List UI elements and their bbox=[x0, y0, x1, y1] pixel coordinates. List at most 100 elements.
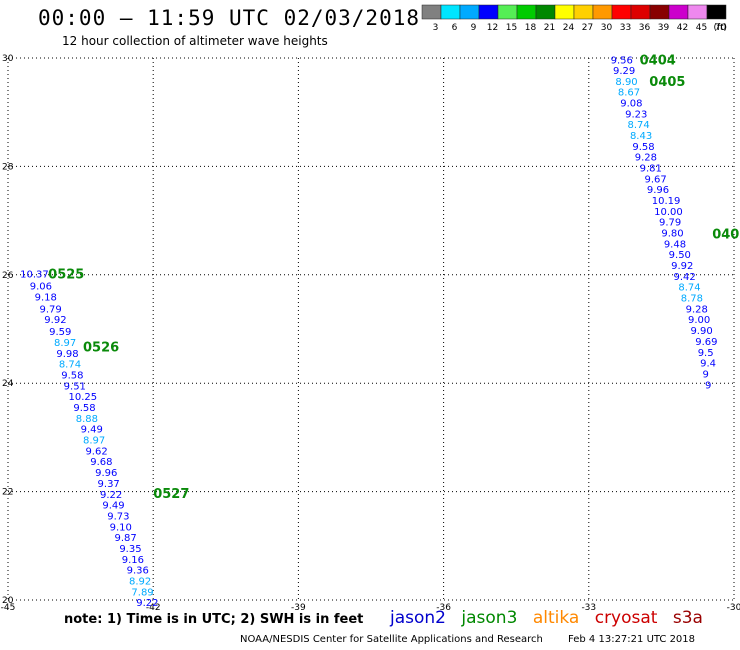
wave-height-label: 9.98 bbox=[56, 349, 78, 360]
color-scale-label: 30 bbox=[601, 23, 613, 33]
x-tick-label: -36 bbox=[436, 603, 451, 613]
wave-height-label: 9.28 bbox=[635, 153, 657, 164]
wave-height-label: 9.29 bbox=[613, 66, 635, 77]
wave-height-label: 9.49 bbox=[102, 501, 124, 512]
color-scale-label: 18 bbox=[525, 23, 537, 33]
wave-height-label: 9.68 bbox=[90, 457, 112, 468]
wave-height-label: 10.00 bbox=[654, 207, 683, 218]
track-time-label: 0527 bbox=[153, 487, 189, 502]
grid-lines bbox=[7, 57, 735, 601]
axes: -45 -42 -39 -36 -33 -30 20 22 24 26 28 30 bbox=[1, 54, 740, 613]
wave-height-label: 8.78 bbox=[681, 294, 703, 305]
wave-height-label: 9.62 bbox=[85, 446, 107, 457]
wave-height-label: 10.37 bbox=[20, 270, 49, 281]
credit-org: NOAA/NESDIS Center for Satellite Applica… bbox=[240, 634, 543, 645]
wave-height-label: 8.88 bbox=[76, 414, 98, 425]
wave-height-label: 8.43 bbox=[630, 131, 652, 142]
wave-height-label: 9.58 bbox=[632, 142, 654, 153]
wave-height-label: 9.28 bbox=[686, 304, 708, 315]
y-tick-label: 24 bbox=[2, 379, 14, 389]
color-scale-label: 33 bbox=[620, 23, 631, 33]
chart-title: 00:00 – 11:59 UTC 02/03/2018 bbox=[38, 6, 421, 30]
wave-height-label: 9.51 bbox=[64, 381, 86, 392]
color-scale-label: 21 bbox=[544, 23, 555, 33]
color-scale-swatch bbox=[649, 4, 670, 20]
chart-subtitle: 12 hour collection of altimeter wave hei… bbox=[62, 34, 328, 48]
legend-jason3: jason3 bbox=[461, 608, 518, 628]
wave-height-label: 9.42 bbox=[674, 272, 696, 283]
credit-line: NOAA/NESDIS Center for Satellite Applica… bbox=[240, 634, 717, 645]
color-scale-swatch bbox=[668, 4, 689, 20]
color-scale-swatch bbox=[554, 4, 575, 20]
wave-height-label: 8.97 bbox=[54, 338, 76, 349]
y-tick-label: 20 bbox=[2, 596, 14, 606]
y-tick-label: 28 bbox=[2, 162, 14, 172]
footer-note: note: 1) Time is in UTC; 2) SWH is in fe… bbox=[64, 612, 364, 627]
wave-height-label: 9.59 bbox=[49, 327, 71, 338]
wave-height-label: 9.92 bbox=[671, 261, 693, 272]
wave-height-label: 8.97 bbox=[83, 436, 105, 447]
color-scale-swatch bbox=[459, 4, 480, 20]
color-scale-swatch bbox=[630, 4, 651, 20]
color-scale-swatch bbox=[611, 4, 632, 20]
wave-height-label: 9.87 bbox=[114, 533, 136, 544]
legend-jason2: jason2 bbox=[390, 608, 446, 628]
wave-height-label: 9.37 bbox=[98, 479, 120, 490]
color-scale-swatch bbox=[706, 4, 727, 20]
color-scale-label: 45 bbox=[696, 23, 707, 33]
wave-height-label: 9.49 bbox=[81, 425, 103, 436]
color-scale: 3 6 9 12 15 18 21 24 27 30 33 36 39 42 45 70(ft) bbox=[421, 4, 727, 33]
color-scale-label: 3 bbox=[433, 23, 439, 33]
color-scale-label: 12 bbox=[487, 23, 498, 33]
color-scale-label: 42 bbox=[677, 23, 688, 33]
color-scale-label: 9 bbox=[471, 23, 477, 33]
color-scale-label: 36 bbox=[639, 23, 651, 33]
wave-height-label: 8.74 bbox=[628, 120, 650, 131]
wave-height-label: 8.92 bbox=[129, 576, 151, 587]
x-tick-label: -30 bbox=[727, 603, 740, 613]
wave-height-label: 9 bbox=[705, 380, 711, 391]
wave-height-label: 9.56 bbox=[611, 56, 633, 67]
wave-height-label: 9.22 bbox=[100, 490, 122, 501]
legend-cryosat: cryosat bbox=[594, 608, 658, 628]
wave-height-label: 9.4 bbox=[700, 359, 716, 370]
wave-height-label: 8.90 bbox=[615, 77, 637, 88]
color-scale-swatch bbox=[421, 4, 442, 20]
wave-height-label: 9.96 bbox=[647, 185, 669, 196]
color-scale-unit: (ft) bbox=[713, 23, 727, 33]
wave-height-label: 9.79 bbox=[659, 218, 681, 229]
wave-height-label: 8.67 bbox=[618, 88, 640, 99]
x-tick-label: -42 bbox=[146, 603, 161, 613]
y-tick-label: 30 bbox=[2, 54, 14, 64]
y-tick-label: 22 bbox=[2, 488, 13, 498]
wave-height-label: 9.73 bbox=[107, 511, 129, 522]
color-scale-label: 27 bbox=[582, 23, 593, 33]
wave-height-label: 9.96 bbox=[95, 468, 117, 479]
data-marks: 10.379.069.189.799.929.598.979.988.749.5… bbox=[20, 54, 739, 610]
wave-height-label: 9.50 bbox=[669, 250, 691, 261]
color-scale-label: 15 bbox=[506, 23, 517, 33]
color-scale-swatch bbox=[535, 4, 556, 20]
track-time-label: 0526 bbox=[83, 340, 119, 355]
wave-height-label: 9.67 bbox=[644, 174, 666, 185]
wave-height-label: 9.18 bbox=[35, 292, 57, 303]
credit-time: Feb 4 13:27:21 UTC 2018 bbox=[568, 634, 696, 645]
legend-s3a: s3a bbox=[672, 608, 703, 628]
wave-height-label: 9.06 bbox=[30, 282, 52, 293]
track-time-label: 040 bbox=[712, 228, 739, 243]
color-scale-swatch bbox=[592, 4, 613, 20]
x-tick-label: -45 bbox=[1, 603, 16, 613]
track-time-label: 0405 bbox=[649, 75, 685, 90]
wave-height-label: 9.08 bbox=[620, 98, 642, 109]
track-time-label: 0525 bbox=[48, 268, 84, 283]
color-scale-label: 6 bbox=[452, 23, 458, 33]
color-scale-swatch bbox=[478, 4, 499, 20]
wave-height-label: 9.58 bbox=[61, 371, 83, 382]
wave-height-label: 9.58 bbox=[73, 403, 95, 414]
color-scale-swatch bbox=[516, 4, 537, 20]
wave-height-label: 9.36 bbox=[127, 566, 149, 577]
color-scale-swatch bbox=[497, 4, 518, 20]
wave-height-label: 8.74 bbox=[59, 360, 81, 371]
